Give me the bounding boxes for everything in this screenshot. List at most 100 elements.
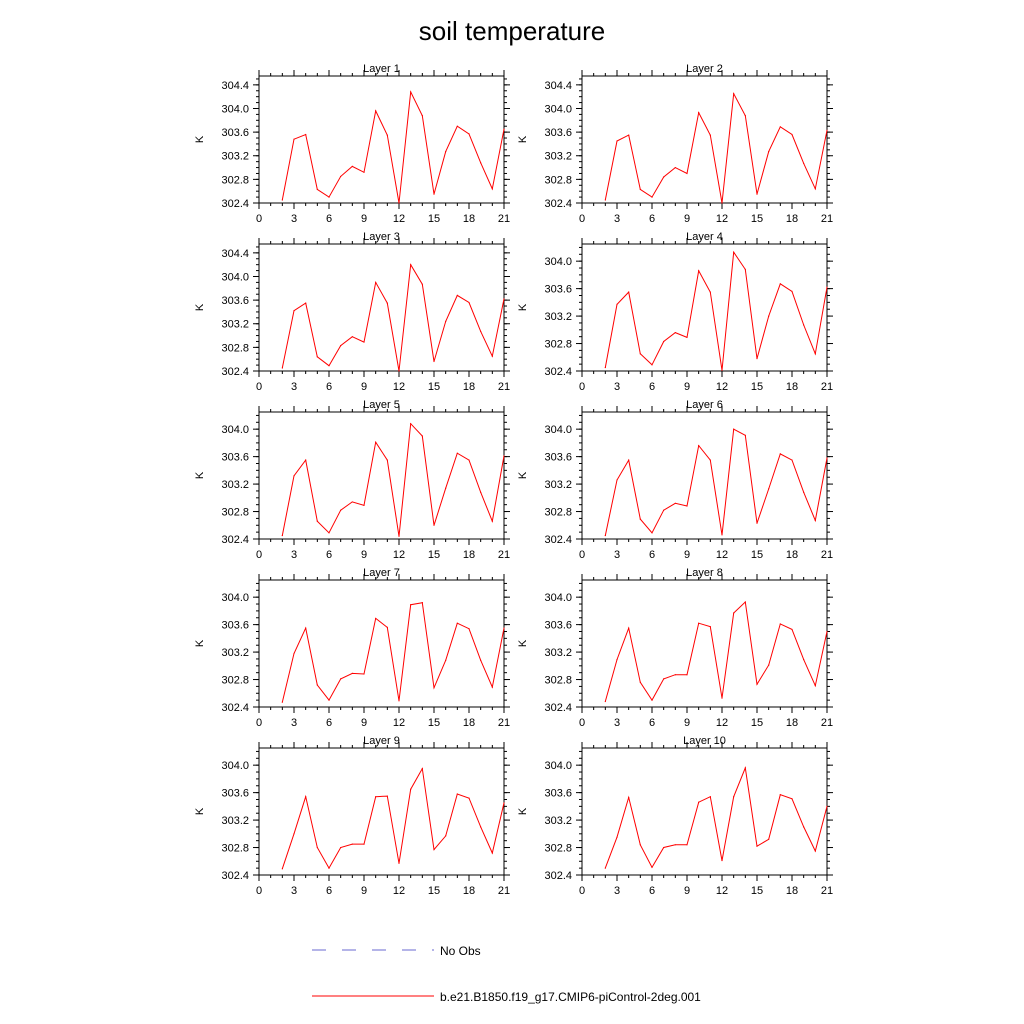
data-point <box>663 340 665 343</box>
y-tick-label: 304.0 <box>221 103 249 115</box>
data-point <box>686 674 688 676</box>
data-point <box>616 303 618 306</box>
data-point <box>663 509 665 511</box>
data-point <box>456 622 458 624</box>
data-point <box>363 341 365 343</box>
data-point <box>709 291 711 293</box>
x-tick-label: 12 <box>716 885 728 897</box>
data-point <box>639 188 641 191</box>
panel-title: Layer 9 <box>363 735 400 747</box>
data-point <box>480 491 482 493</box>
x-tick-label: 18 <box>463 717 475 729</box>
x-tick-label: 0 <box>579 885 585 897</box>
data-point <box>779 623 781 625</box>
data-point <box>328 196 330 198</box>
data-point <box>445 151 447 153</box>
data-point <box>744 268 746 270</box>
x-tick-label: 9 <box>361 213 367 225</box>
data-point <box>791 290 793 292</box>
data-point <box>386 795 388 797</box>
data-point <box>639 518 641 520</box>
data-point <box>814 850 816 852</box>
x-tick-label: 6 <box>326 213 332 225</box>
data-point <box>639 353 641 355</box>
y-tick-label: 302.4 <box>544 702 572 714</box>
data-point <box>628 459 630 461</box>
panel-layer-10: Layer 10 K 0 3 6 9 12 15 18 21 302.4 302.8 303.2 303.… <box>517 735 833 897</box>
y-axis-label: K <box>194 807 206 815</box>
data-point <box>628 134 630 136</box>
y-tick-label: 303.6 <box>221 127 249 139</box>
data-point <box>375 281 377 283</box>
data-point <box>316 188 318 191</box>
data-point <box>803 162 805 165</box>
data-point <box>686 172 688 175</box>
series-line <box>281 263 505 372</box>
x-tick-label: 3 <box>291 885 297 897</box>
data-point <box>293 310 295 312</box>
y-tick-label: 302.4 <box>544 534 572 546</box>
x-tick-label: 0 <box>256 717 262 729</box>
data-point <box>803 826 805 828</box>
data-point <box>328 532 330 534</box>
x-tick-label: 9 <box>684 381 690 393</box>
data-point <box>305 627 307 629</box>
data-point <box>674 502 676 504</box>
data-point <box>421 283 423 285</box>
data-point <box>328 867 330 869</box>
x-tick-label: 12 <box>716 549 728 561</box>
panel-title: Layer 5 <box>363 399 400 411</box>
plot-frame <box>581 75 828 204</box>
data-point <box>721 859 723 862</box>
x-tick-label: 12 <box>393 213 405 225</box>
series-line <box>281 767 505 870</box>
x-tick-label: 3 <box>614 549 620 561</box>
x-tick-label: 6 <box>649 885 655 897</box>
data-point <box>674 844 676 846</box>
y-tick-label: 304.0 <box>221 760 249 772</box>
y-tick-label: 304.4 <box>221 80 249 92</box>
data-point <box>480 659 482 661</box>
x-tick-label: 21 <box>498 549 510 561</box>
data-point <box>398 700 400 702</box>
x-tick-label: 9 <box>684 213 690 225</box>
x-tick-label: 6 <box>326 549 332 561</box>
data-point <box>305 459 307 461</box>
data-point <box>421 602 423 604</box>
x-tick-label: 21 <box>821 213 833 225</box>
panel-title: Layer 2 <box>686 63 723 75</box>
x-tick-label: 15 <box>751 213 763 225</box>
data-point <box>791 628 793 631</box>
y-tick-label: 304.0 <box>544 760 572 772</box>
x-tick-label: 21 <box>498 885 510 897</box>
panel-layer-7: Layer 7 K 0 3 6 9 12 15 18 21 302.4 302.8 303.2 303.6… <box>194 567 510 729</box>
y-tick-label: 304.0 <box>544 103 572 115</box>
y-tick-label: 303.6 <box>221 620 249 632</box>
panel-title: Layer 10 <box>683 735 726 747</box>
data-point <box>433 193 435 195</box>
x-tick-label: 21 <box>821 885 833 897</box>
x-tick-label: 18 <box>786 885 798 897</box>
x-tick-label: 12 <box>716 717 728 729</box>
chart-title: soil temperature <box>419 16 605 46</box>
data-point <box>721 534 723 536</box>
x-tick-label: 18 <box>786 213 798 225</box>
data-point <box>674 331 676 334</box>
plot-frame <box>581 411 828 540</box>
data-point <box>503 802 505 804</box>
data-point <box>305 796 307 798</box>
y-axis-label: K <box>517 303 529 311</box>
data-point <box>480 826 482 828</box>
data-point <box>386 134 388 136</box>
y-tick-label: 304.0 <box>544 592 572 604</box>
data-point <box>340 509 342 511</box>
data-point <box>826 457 828 459</box>
y-tick-label: 304.0 <box>221 592 249 604</box>
data-point <box>698 270 700 272</box>
y-tick-label: 302.8 <box>221 507 249 519</box>
data-point <box>433 687 435 689</box>
y-tick-label: 303.6 <box>221 452 249 464</box>
panel-title: Layer 8 <box>686 567 723 579</box>
data-point <box>628 291 630 293</box>
y-axis-label: K <box>517 135 529 143</box>
